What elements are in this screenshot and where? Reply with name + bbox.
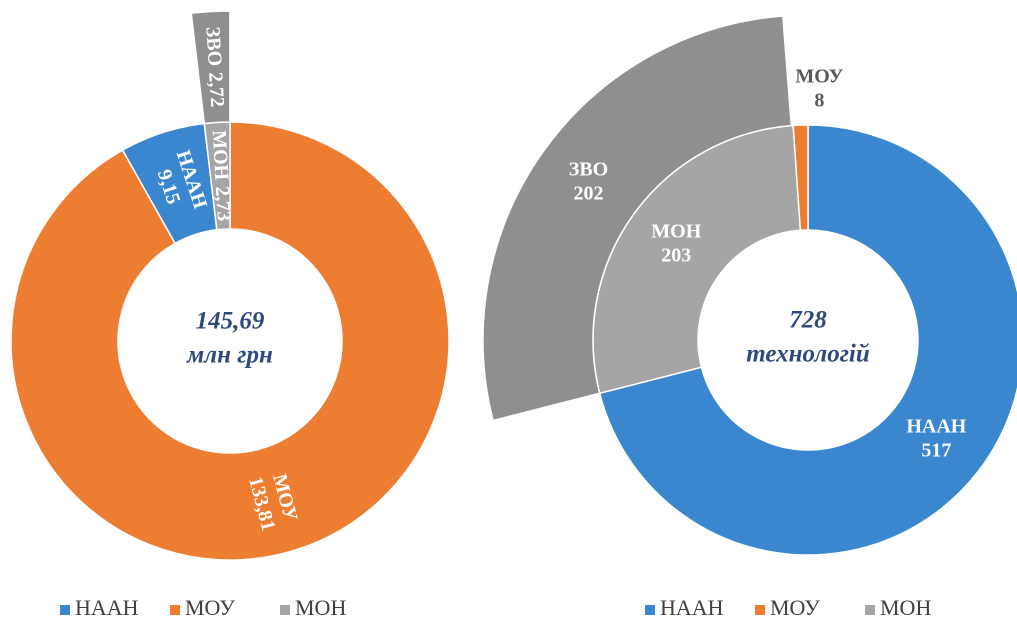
data-label: МОН 2,73 [208, 130, 235, 222]
legend-label: МОН [295, 595, 346, 620]
outer-segment [482, 15, 793, 422]
data-label: ЗВО 2,72 [202, 26, 229, 108]
legend-swatch [755, 605, 765, 615]
center-title: 728 [789, 307, 827, 334]
label-value: 202 [573, 182, 603, 204]
center-subtitle: технологій [746, 341, 870, 368]
center-title: 145,69 [196, 308, 265, 335]
label-name: ЗВО [569, 158, 608, 180]
legend-label: МОУ [770, 595, 820, 620]
ring-segment [10, 121, 450, 561]
legend-label: МОН [880, 595, 931, 620]
outer-segment [190, 10, 231, 125]
label-name: НААН [906, 415, 966, 437]
data-label-text: ЗВО 2,72 [202, 26, 229, 108]
legend-swatch [645, 605, 655, 615]
label-value: 2,73 [211, 186, 235, 222]
legend-label: МОУ [185, 595, 235, 620]
label-name: МОН [651, 220, 701, 242]
label-value: 517 [921, 439, 951, 461]
legend-label: НААН [75, 595, 139, 620]
center-subtitle: млн грн [186, 342, 273, 369]
legend-swatch [280, 605, 290, 615]
label-value: 203 [661, 244, 691, 266]
data-label-text: МОН 2,73 [208, 130, 235, 222]
legend-swatch [60, 605, 70, 615]
ring-segment [792, 124, 809, 232]
ring-segment [598, 124, 1017, 556]
label-name: МОУ [795, 66, 843, 88]
legend-swatch [170, 605, 180, 615]
label-value: 8 [814, 90, 824, 112]
legend-swatch [865, 605, 875, 615]
legend-label: НААН [660, 595, 724, 620]
label-name: ЗВО [202, 26, 226, 67]
label-name: МОН [208, 130, 233, 182]
label-value: 2,72 [205, 71, 229, 107]
